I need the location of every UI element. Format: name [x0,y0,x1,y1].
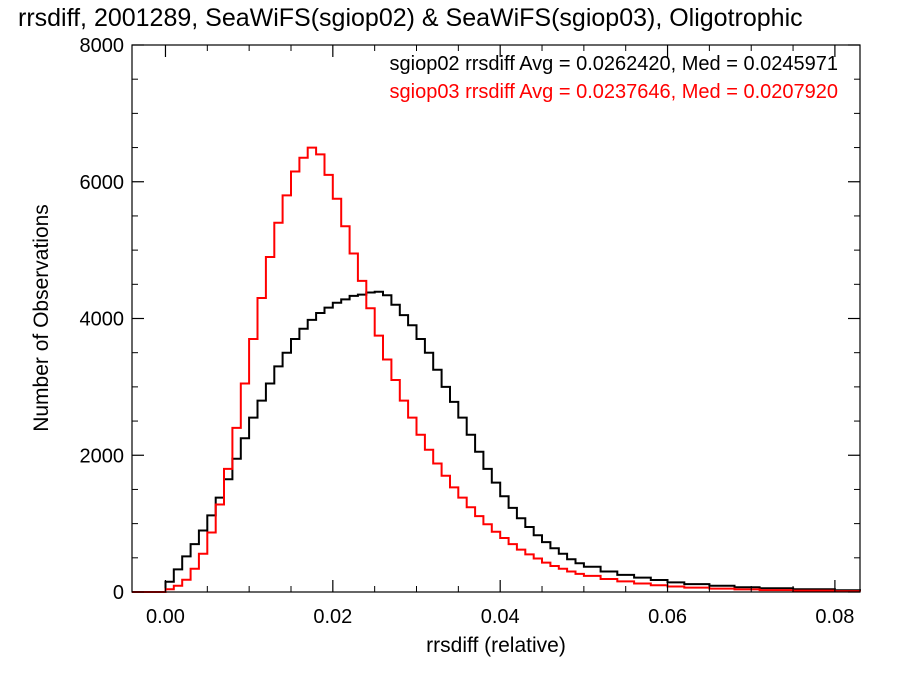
x-tick-label: 0.00 [146,606,185,628]
y-axis-label: Number of Observations [30,204,53,432]
y-tick-label: 4000 [80,309,125,331]
y-tick-label: 2000 [80,445,125,467]
plot-area: 0.00 0.02 0.04 0.06 0.08 0 2000 4000 6000 8000 [80,35,861,628]
y-tick-label: 0 [113,582,124,604]
y-tick-label: 8000 [80,35,125,57]
plot-frame [131,44,861,593]
x-tick-label: 0.08 [815,606,854,628]
x-tick-label: 0.02 [313,606,352,628]
x-tick-label: 0.06 [648,606,687,628]
y-tick-label: 6000 [80,172,125,194]
x-tick-label: 0.04 [481,606,520,628]
x-axis-label: rrsdiff (relative) [426,634,566,657]
series-line-1 [132,146,861,593]
annotation-sgiop03: sgiop03 rrsdiff Avg = 0.0237646, Med = 0… [390,81,839,103]
annotation-sgiop02: sgiop02 rrsdiff Avg = 0.0262420, Med = 0… [390,53,839,75]
chart-title: rrsdiff, 2001289, SeaWiFS(sgiop02) & Sea… [18,4,803,32]
series-line-0 [132,290,861,593]
